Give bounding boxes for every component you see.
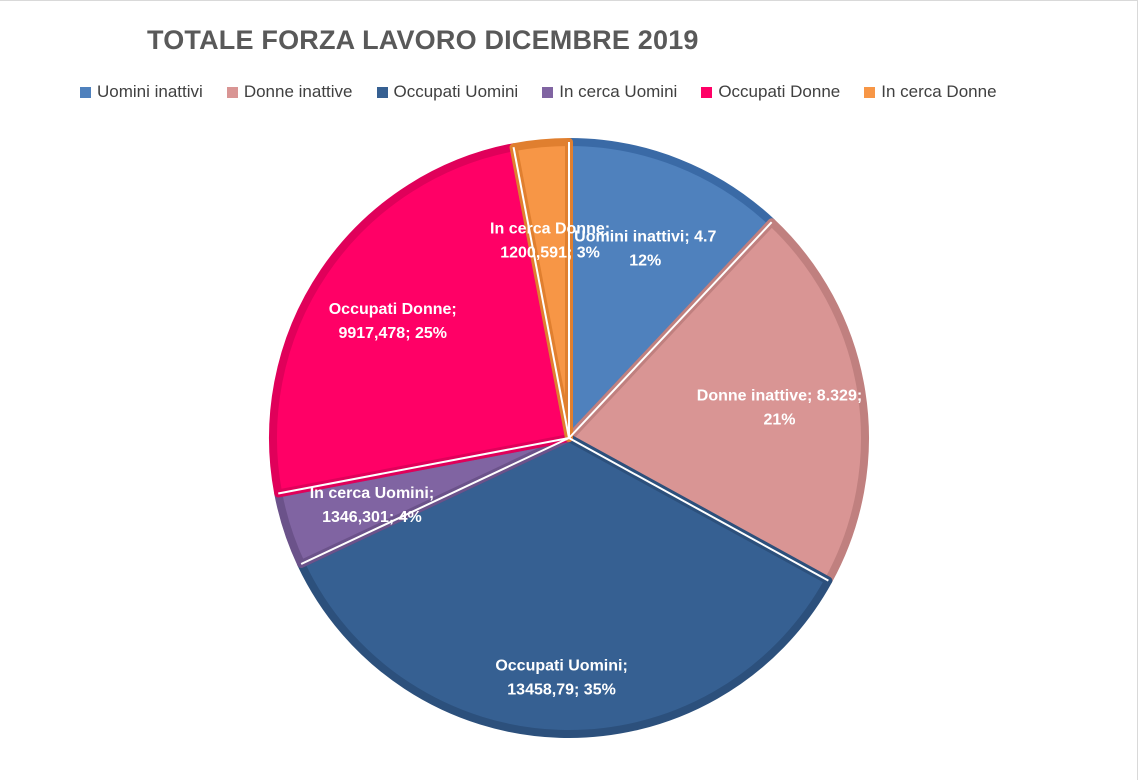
legend-swatch-in-cerca-donne bbox=[864, 86, 876, 98]
legend-swatch-uomini-inattivi bbox=[80, 86, 91, 98]
legend-item-in-cerca-uomini[interactable]: In cerca Uomini bbox=[542, 82, 677, 102]
data-label-in-cerca-donne: In cerca Donne; 1200,591; 3% bbox=[490, 221, 610, 262]
slice-separator bbox=[568, 221, 773, 439]
data-label-line: 1346,301; 4% bbox=[322, 509, 422, 526]
data-label-line: In cerca Uomini; bbox=[310, 485, 434, 502]
legend-label: In cerca Donne bbox=[881, 82, 997, 101]
legend-item-occupati-uomini[interactable]: Occupati Uomini bbox=[376, 82, 519, 102]
pie-slice-occupati-uomini[interactable] bbox=[297, 434, 833, 738]
data-label-donne-inattive: Donne inattive; 8.329; 21% bbox=[697, 388, 862, 429]
data-label-line: 9917,478; 25% bbox=[338, 325, 447, 342]
legend-label: Donne inattive bbox=[243, 82, 353, 101]
slice-separator bbox=[300, 437, 570, 565]
legend-item-in-cerca-donne[interactable]: In cerca Donne bbox=[864, 82, 997, 102]
slice-separator bbox=[568, 437, 829, 582]
data-label-line: 1200,591; 3% bbox=[500, 245, 600, 262]
data-label-line: In cerca Donne; bbox=[490, 221, 610, 238]
legend-swatch-in-cerca-uomini bbox=[542, 86, 554, 98]
data-label-uomini-inattivi: Uomini inattivi; 4.7 12% bbox=[574, 228, 716, 269]
legend-swatch-donne-inattive bbox=[226, 86, 238, 98]
data-label-in-cerca-uomini: In cerca Uomini; 1346,301; 4% bbox=[310, 485, 434, 526]
legend-label: Occupati Uomini bbox=[393, 82, 519, 101]
legend-item-uomini-inattivi[interactable]: Uomini inattivi bbox=[80, 82, 203, 102]
data-label-line: 13458,79; 35% bbox=[507, 682, 616, 699]
data-label-line: Occupati Uomini; bbox=[495, 658, 627, 675]
legend: Uomini inattivi Donne inattive Occupati … bbox=[80, 82, 1021, 102]
data-label-line: Occupati Donne; bbox=[329, 301, 457, 318]
pie-slice-uomini-inattivi[interactable] bbox=[565, 138, 776, 442]
legend-swatch-occupati-donne bbox=[701, 86, 713, 98]
data-label-line: 21% bbox=[763, 412, 795, 429]
legend-label: In cerca Uomini bbox=[559, 82, 678, 101]
slice-separator bbox=[512, 147, 570, 439]
pie-slice-occupati-donne[interactable] bbox=[269, 143, 573, 498]
data-label-line: Uomini inattivi; 4.7 bbox=[574, 228, 716, 245]
data-label-line: 12% bbox=[629, 252, 661, 269]
pie-slice-donne-inattive[interactable] bbox=[565, 218, 869, 585]
data-label-line: Donne inattive; 8.329; bbox=[697, 388, 862, 405]
chart-title: TOTALE FORZA LAVORO DICEMBRE 2019 bbox=[147, 25, 699, 55]
legend-label: Occupati Donne bbox=[718, 82, 841, 101]
legend-item-donne-inattive[interactable]: Donne inattive bbox=[226, 82, 353, 102]
legend-swatch-occupati-uomini bbox=[376, 86, 388, 98]
data-label-occupati-uomini: Occupati Uomini; 13458,79; 35% bbox=[495, 658, 627, 699]
data-label-occupati-donne: Occupati Donne; 9917,478; 25% bbox=[329, 301, 457, 342]
legend-label: Uomini inattivi bbox=[97, 82, 203, 101]
slice-separator bbox=[278, 437, 570, 495]
legend-item-occupati-donne[interactable]: Occupati Donne bbox=[701, 82, 840, 102]
